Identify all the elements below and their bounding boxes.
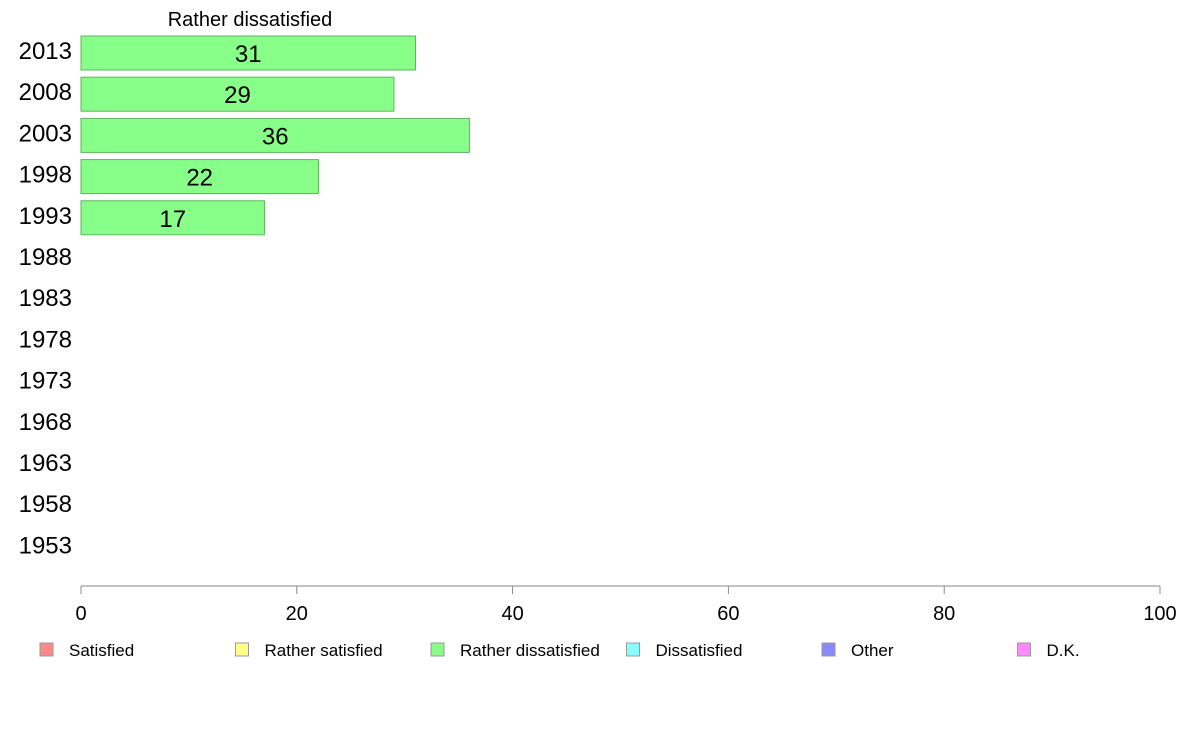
year-labels: 2013 2008 2003 1998 1993 1988 1983 1978 1973 1968… bbox=[19, 38, 72, 559]
bar-value-2008: 29 bbox=[224, 82, 251, 109]
year-label-1993: 1993 bbox=[19, 203, 72, 230]
year-label-2003: 2003 bbox=[19, 120, 72, 147]
x-tick-label-0: 0 bbox=[75, 603, 86, 625]
year-label-1998: 1998 bbox=[19, 162, 72, 189]
x-tick-label-100: 100 bbox=[1143, 603, 1176, 625]
legend-label-5: D.K. bbox=[1047, 641, 1080, 660]
year-label-1968: 1968 bbox=[19, 409, 72, 436]
legend-label-1: Rather satisfied bbox=[265, 641, 383, 660]
x-tick-label-40: 40 bbox=[501, 603, 523, 625]
x-tick-label-80: 80 bbox=[933, 603, 955, 625]
legend-swatch-3 bbox=[626, 642, 640, 657]
legend-label-4: Other bbox=[851, 641, 894, 660]
year-label-2008: 2008 bbox=[19, 79, 72, 106]
year-label-2013: 2013 bbox=[19, 38, 72, 65]
bar-value-1998: 22 bbox=[186, 165, 213, 192]
legend-swatch-5 bbox=[1017, 642, 1031, 657]
x-axis: 0 20 40 60 80 100 bbox=[75, 585, 1177, 625]
bar-2013 bbox=[80, 35, 416, 71]
year-label-1978: 1978 bbox=[19, 326, 72, 353]
legend-label-3: Dissatisfied bbox=[656, 641, 743, 660]
legend: Satisfied Rather satisfied Rather dissatis… bbox=[39, 641, 1080, 660]
year-label-1988: 1988 bbox=[19, 244, 72, 271]
x-tick-label-60: 60 bbox=[717, 603, 739, 625]
year-label-1953: 1953 bbox=[19, 532, 72, 559]
bar-value-1993: 17 bbox=[159, 206, 186, 233]
year-label-1973: 1973 bbox=[19, 368, 72, 395]
legend-label-2: Rather dissatisfied bbox=[460, 641, 600, 660]
legend-swatch-2 bbox=[430, 642, 445, 657]
legend-swatch-4 bbox=[821, 642, 836, 657]
bar-2003 bbox=[80, 117, 470, 153]
chart-title: Rather dissatisfied bbox=[168, 9, 333, 31]
bar-value-2003: 36 bbox=[262, 123, 289, 150]
legend-label-0: Satisfied bbox=[69, 641, 134, 660]
x-tick-label-20: 20 bbox=[286, 603, 308, 625]
legend-swatch-1 bbox=[235, 642, 249, 657]
bar-1998 bbox=[80, 159, 319, 195]
year-label-1983: 1983 bbox=[19, 285, 72, 312]
year-label-1958: 1958 bbox=[19, 491, 72, 518]
bar-1993 bbox=[80, 200, 265, 236]
legend-swatch-0 bbox=[39, 642, 54, 657]
bar-value-2013: 31 bbox=[235, 41, 262, 68]
year-label-1963: 1963 bbox=[19, 450, 72, 477]
bar-2008 bbox=[80, 76, 395, 112]
